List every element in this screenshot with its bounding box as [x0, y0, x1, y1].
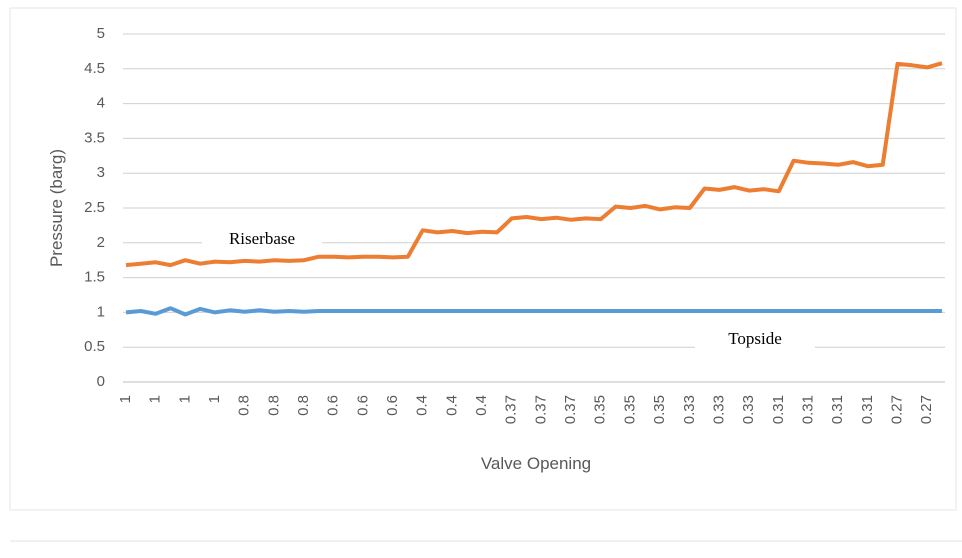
x-tick-label: 0.8 [265, 395, 282, 416]
y-tick-label: 2 [97, 234, 105, 251]
x-tick-label: 0.35 [651, 395, 668, 424]
y-tick-label: 2.5 [84, 199, 105, 216]
x-tick-label: 1 [117, 395, 134, 403]
y-tick-label: 0 [97, 373, 105, 390]
x-tick-label: 0.33 [710, 395, 727, 424]
y-tick-label: 3 [97, 164, 105, 181]
y-tick-label: 1.5 [84, 269, 105, 286]
x-tick-label: 1 [176, 395, 193, 403]
x-tick-label: 0.35 [621, 395, 638, 424]
annotation-backdrop [695, 328, 815, 352]
x-tick-label: 0.8 [295, 395, 312, 416]
x-tick-label: 0.37 [562, 395, 579, 424]
x-tick-label: 1 [206, 395, 223, 403]
chart-frame [9, 7, 957, 511]
x-tick-label: 0.6 [354, 395, 371, 416]
x-tick-label: 0.6 [325, 395, 342, 416]
series-annotation: Riserbase [229, 229, 295, 248]
x-tick-label: 0.35 [592, 395, 609, 424]
x-tick-label: 0.37 [503, 395, 520, 424]
series-line [125, 61, 943, 268]
x-tick-label: 0.4 [414, 395, 431, 416]
x-tick-label: 0.8 [236, 395, 253, 416]
series-annotation: Topside [728, 329, 782, 348]
annotation-backdrop [202, 228, 322, 252]
x-tick-label: 0.4 [473, 395, 490, 416]
x-tick-label: 0.27 [888, 395, 905, 424]
x-axis-label: Valve Opening [481, 454, 591, 473]
y-tick-label: 0.5 [84, 338, 105, 355]
y-axis-label: Pressure (barg) [47, 149, 66, 267]
x-tick-label: 0.31 [799, 395, 816, 424]
x-tick-label: 0.33 [740, 395, 757, 424]
x-tick-label: 0.31 [829, 395, 846, 424]
x-tick-label: 1 [147, 395, 164, 403]
y-tick-label: 4 [97, 95, 105, 112]
x-tick-label: 0.31 [770, 395, 787, 424]
x-tick-label: 0.27 [918, 395, 935, 424]
series-line [125, 306, 942, 317]
y-tick-label: 4.5 [84, 60, 105, 77]
x-tick-label: 0.33 [681, 395, 698, 424]
y-tick-label: 5 [97, 25, 105, 42]
y-tick-label: 3.5 [84, 129, 105, 146]
x-tick-label: 0.31 [859, 395, 876, 424]
y-tick-label: 1 [97, 303, 105, 320]
x-tick-label: 0.4 [443, 395, 460, 416]
x-tick-label: 0.37 [532, 395, 549, 424]
x-tick-label: 0.6 [384, 395, 401, 416]
